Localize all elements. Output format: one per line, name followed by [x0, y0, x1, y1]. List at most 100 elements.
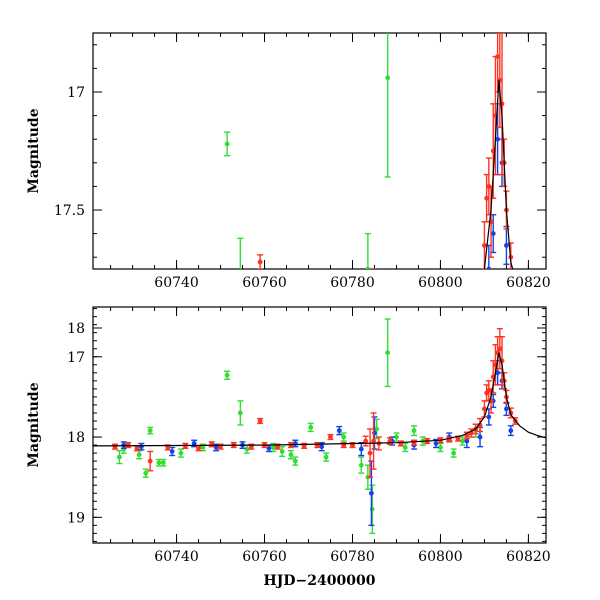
x-tick-label: 60780 [330, 549, 375, 565]
point-marker [473, 302, 478, 307]
x-tick-label: 60820 [506, 549, 551, 565]
data-point [160, 458, 167, 467]
data-point [266, 352, 272, 371]
point-marker [113, 354, 118, 359]
point-marker [117, 385, 122, 390]
data-point [464, 314, 470, 333]
data-point [340, 432, 347, 442]
data-point [147, 426, 154, 435]
point-marker [455, 436, 461, 442]
point-marker [336, 428, 342, 434]
point-marker [160, 460, 166, 466]
data-point [376, 328, 382, 366]
point-marker [370, 373, 375, 378]
point-marker [425, 337, 430, 342]
point-marker [469, 337, 474, 342]
data-point [446, 316, 452, 340]
point-marker [447, 333, 452, 338]
y-tick-label: 18 [67, 430, 85, 446]
point-marker [495, 136, 501, 142]
data-point [411, 425, 418, 437]
data-point [384, 318, 391, 388]
x-tick-label: 60800 [418, 275, 463, 291]
point-marker [456, 330, 461, 335]
point-marker [289, 349, 294, 354]
data-point [121, 342, 127, 361]
y-tick-label: 17 [67, 350, 85, 366]
data-point [200, 349, 206, 368]
data-point [160, 396, 166, 410]
data-point [477, 311, 483, 368]
point-marker [315, 344, 320, 349]
data-point [358, 456, 365, 474]
data-point [323, 452, 330, 462]
point-marker [121, 349, 126, 354]
data-point [244, 352, 250, 376]
data-point [147, 450, 154, 472]
data-point [477, 274, 483, 312]
point-marker [170, 368, 175, 373]
data-point [257, 254, 264, 269]
point-marker [157, 401, 162, 406]
point-marker [495, 54, 501, 59]
x-tick-label: 60760 [242, 275, 287, 291]
point-marker [147, 428, 153, 434]
y-axis-label: Magnitude [26, 382, 42, 467]
data-point [424, 333, 430, 347]
data-point [327, 309, 333, 323]
point-marker [376, 344, 381, 349]
point-marker [319, 444, 325, 450]
data-point [437, 330, 443, 344]
data-point [389, 328, 395, 352]
point-marker [504, 406, 509, 412]
data-point [156, 396, 162, 410]
data-point [301, 314, 307, 342]
point-marker [328, 314, 333, 319]
data-point [257, 417, 264, 425]
point-marker [354, 356, 359, 361]
point-marker [323, 454, 329, 460]
point-marker [341, 326, 346, 331]
point-marker [482, 326, 487, 331]
point-marker [420, 337, 425, 342]
y-axis-label: Magnitude [26, 108, 42, 193]
point-marker [135, 359, 140, 364]
point-marker [218, 354, 223, 359]
data-point [393, 316, 399, 340]
data-point [451, 359, 457, 383]
point-marker [128, 403, 133, 408]
point-marker [412, 297, 417, 302]
data-point [368, 460, 375, 527]
data-point [367, 304, 373, 422]
data-point [155, 458, 162, 467]
point-marker [209, 347, 214, 352]
point-marker [482, 406, 487, 412]
point-marker [341, 349, 346, 354]
data-point [288, 368, 294, 392]
point-marker [412, 349, 417, 354]
point-marker [478, 337, 483, 342]
y-tick-label: 17 [67, 85, 85, 101]
data-point [136, 449, 143, 460]
data-point [319, 345, 325, 369]
data-point [143, 349, 149, 368]
data-point [455, 326, 461, 340]
point-marker [411, 428, 417, 434]
data-point [349, 345, 355, 359]
data-point [292, 337, 298, 356]
point-marker [379, 349, 384, 354]
data-point [147, 302, 153, 316]
data-point [341, 345, 347, 359]
point-marker [372, 314, 377, 319]
point-marker [438, 335, 443, 340]
point-marker [434, 344, 439, 349]
x-axis-label: HJD−2400000 [264, 573, 376, 589]
point-marker [365, 266, 371, 269]
data-point [237, 237, 244, 269]
data-point [503, 225, 510, 265]
data-point [224, 370, 231, 380]
data-point [437, 442, 444, 453]
point-marker [169, 449, 175, 454]
point-marker [341, 434, 347, 440]
